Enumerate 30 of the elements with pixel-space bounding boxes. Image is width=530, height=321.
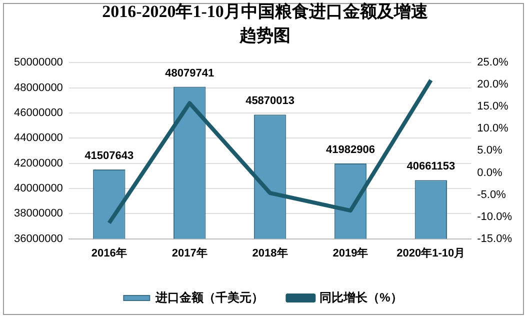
y2-tick-label: 0.0%	[477, 166, 502, 179]
y-tick-label: 44000000	[14, 132, 63, 144]
data-label: 41982906	[326, 144, 375, 156]
y2-tick-label: 25.0%	[477, 56, 509, 69]
y2-tick-label: -10.0%	[477, 210, 512, 223]
y-tick-label: 48000000	[14, 82, 63, 94]
y-tick-label: 46000000	[14, 106, 63, 119]
x-tick-label: 2020年1-10月	[396, 246, 466, 260]
y2-tick-label: 15.0%	[477, 100, 509, 113]
data-label: 45870013	[246, 95, 295, 108]
y-tick-label: 40000000	[14, 182, 63, 194]
legend-label: 同比增长（%）	[320, 290, 402, 304]
data-label: 41507643	[84, 150, 134, 162]
data-label: 40661153	[406, 160, 456, 173]
y2-tick-label: -5.0%	[477, 188, 506, 201]
data-label: 48079741	[165, 67, 214, 80]
y-tick-label: 42000000	[14, 157, 63, 170]
y-tick-label: 50000000	[14, 56, 63, 69]
x-tick-label: 2016年	[91, 246, 127, 260]
y2-tick-label: 10.0%	[477, 122, 509, 135]
x-tick-label: 2017年	[172, 246, 208, 260]
y-tick-label: 36000000	[14, 232, 63, 245]
chart-title: 2016-2020年1-10月中国粮食进口金额及增速趋势图	[101, 1, 429, 47]
legend-label: 进口金额（千美元）	[154, 290, 264, 304]
y2-tick-label: -15.0%	[477, 232, 512, 245]
x-tick-label: 2019年	[332, 246, 368, 260]
y2-tick-label: 5.0%	[477, 144, 502, 157]
y-tick-label: 38000000	[14, 208, 63, 220]
x-tick-label: 2018年	[252, 246, 288, 260]
y2-tick-label: 20.0%	[477, 78, 509, 91]
